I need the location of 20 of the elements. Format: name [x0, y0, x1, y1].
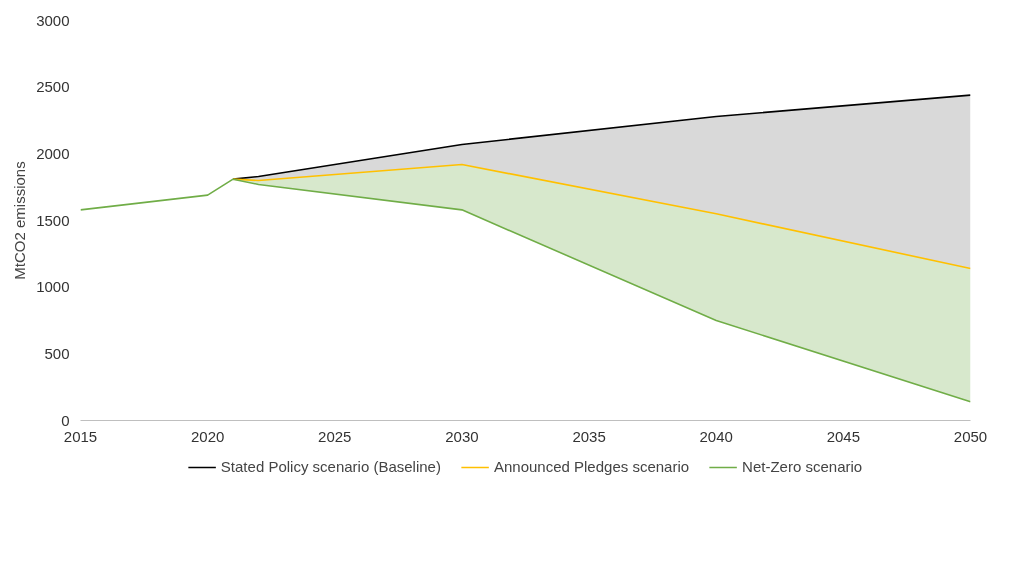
y-axis-title: MtCO2 emissions: [11, 161, 29, 280]
legend-label: Stated Policy scenario (Baseline): [220, 458, 441, 475]
x-tick-label: 2050: [953, 427, 988, 445]
y-tick-label: 500: [44, 344, 70, 362]
y-tick-label: 0: [61, 411, 70, 429]
x-tick-label: 2035: [572, 427, 606, 445]
x-tick-label: 2015: [63, 427, 98, 445]
x-tick-label: 2045: [826, 427, 861, 445]
x-tick-label: 2025: [318, 427, 352, 445]
y-tick-label: 2000: [36, 144, 70, 162]
y-tick-label: 1000: [36, 278, 70, 296]
y-tick-label: 1500: [36, 211, 70, 229]
legend-label: Announced Pledges scenario: [493, 458, 690, 475]
x-tick-label: 2030: [445, 427, 479, 445]
x-tick-label: 2040: [699, 427, 733, 445]
y-tick-label: 2500: [36, 78, 70, 96]
line-series: [232, 163, 971, 270]
y-tick-label: 3000: [36, 11, 70, 29]
x-tick-label: 2020: [190, 427, 225, 445]
legend-label: Net-Zero scenario: [742, 458, 863, 475]
